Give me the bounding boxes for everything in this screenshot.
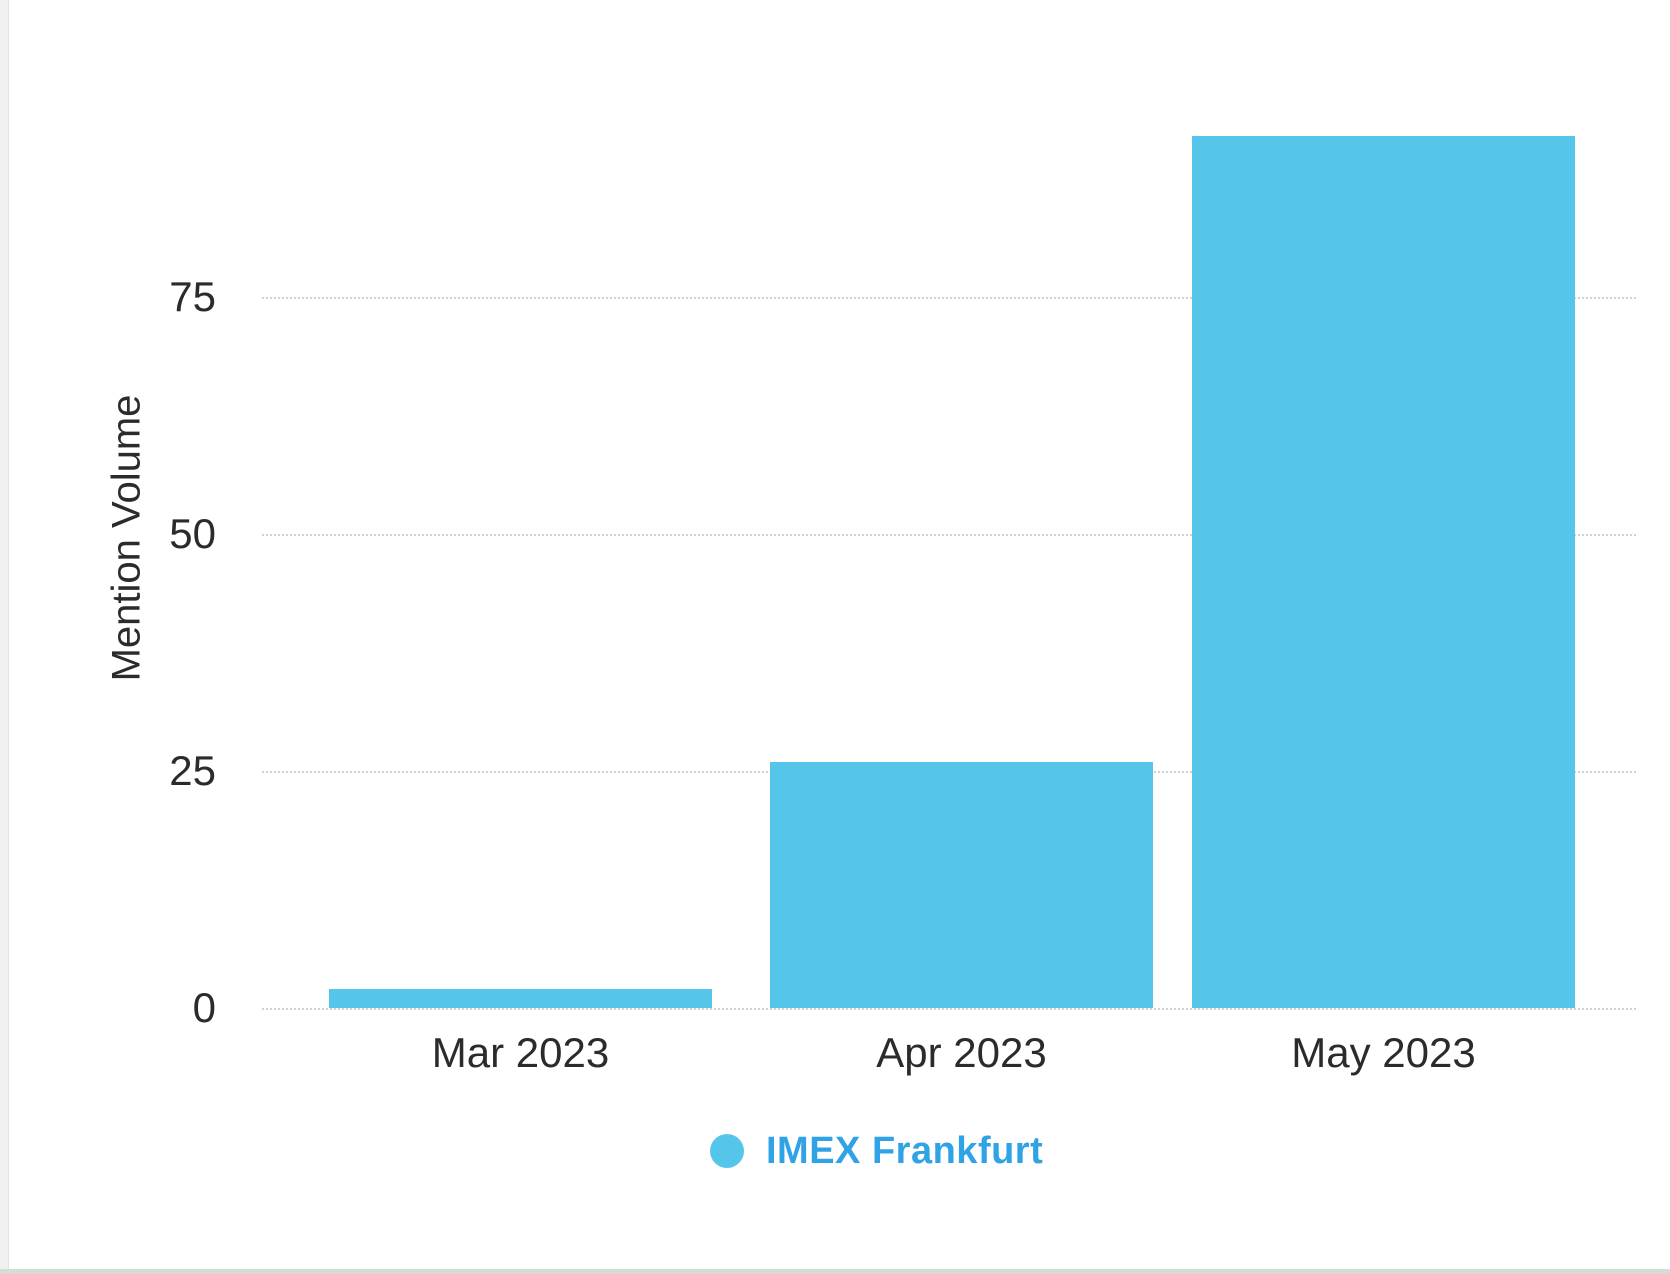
legend-dot-icon <box>710 1134 744 1168</box>
gridline-y-0 <box>262 1008 1636 1010</box>
gridline-y-75 <box>262 297 1636 299</box>
y-tick-label-75: 75 <box>169 273 216 320</box>
gridline-y-50 <box>262 534 1636 536</box>
x-tick-label-may-2023: May 2023 <box>1291 1029 1476 1076</box>
bar-may-2023[interactable] <box>1192 135 1575 1008</box>
y-tick-label-50: 50 <box>169 510 216 557</box>
y-tick-label-0: 0 <box>192 984 216 1031</box>
y-tick-label-25: 25 <box>169 747 216 794</box>
legend-series-label: IMEX Frankfurt <box>766 1130 1044 1172</box>
x-tick-label-apr-2023: Apr 2023 <box>876 1029 1047 1076</box>
legend[interactable]: IMEX Frankfurt <box>710 1132 1043 1170</box>
bar-mar-2023[interactable] <box>329 989 712 1008</box>
page-left-edge <box>0 0 9 1274</box>
x-tick-label-mar-2023: Mar 2023 <box>431 1029 610 1076</box>
bar-apr-2023[interactable] <box>770 761 1153 1008</box>
page-bottom-edge <box>0 1269 1670 1274</box>
